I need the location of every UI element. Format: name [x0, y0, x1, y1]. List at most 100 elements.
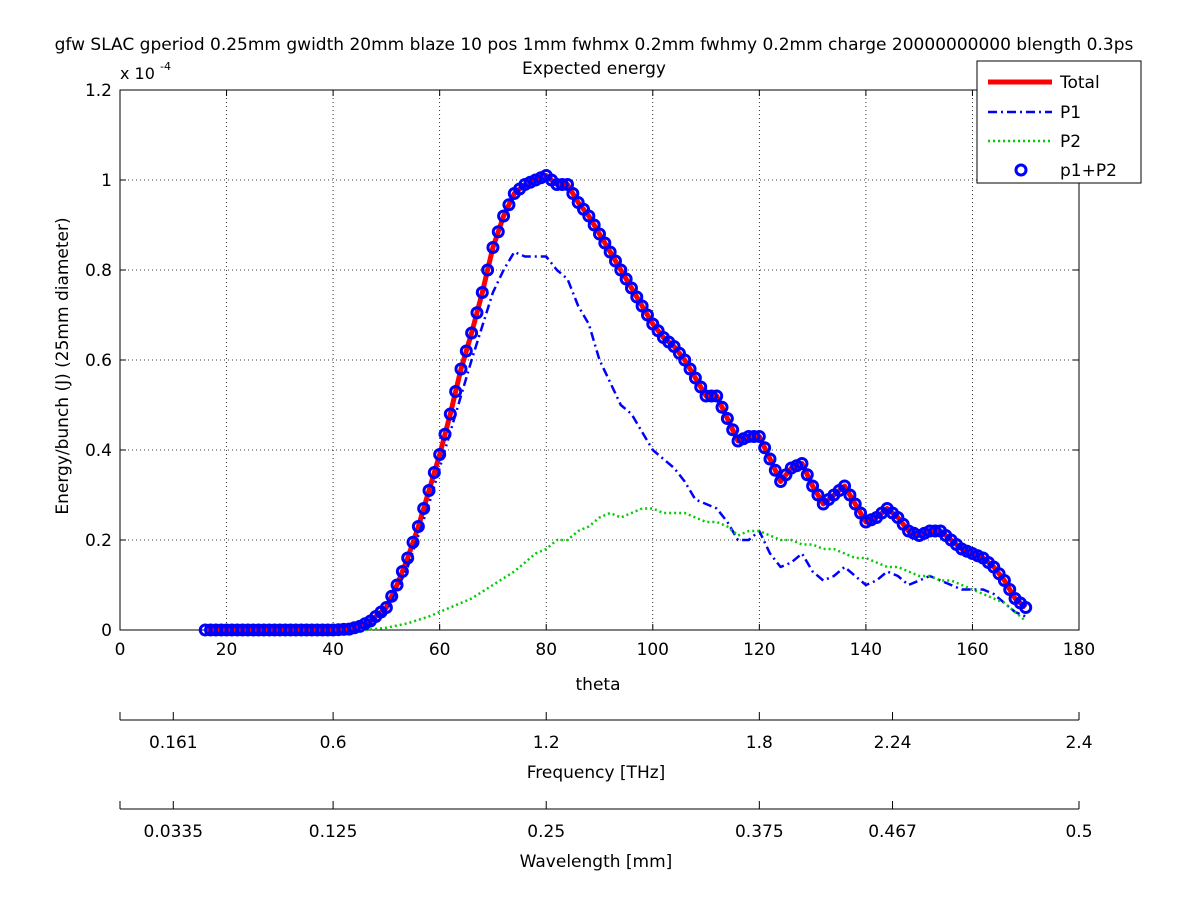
- y-tick-label: 0.2: [85, 531, 112, 551]
- series-p1p2-marker: [806, 479, 820, 493]
- wavelength-axis-tick-label: 0.125: [309, 822, 358, 842]
- series-p1p2-marker: [566, 187, 580, 200]
- y-tick-label: 0: [101, 621, 112, 641]
- series-p1p2-marker: [433, 448, 447, 461]
- x-tick-label: 0: [115, 640, 126, 660]
- wavelength-axis: 0.0335 0.125 0.25 0.375 0.467 0.5: [119, 801, 1093, 842]
- series-p1p2-marker: [614, 263, 628, 277]
- x-tick-label: 120: [743, 640, 775, 660]
- series-p1p2-marker: [843, 488, 857, 502]
- series-p1p2-marker: [710, 389, 724, 403]
- series-p1p2-marker: [438, 427, 452, 441]
- series-p1p2-marker: [619, 272, 633, 286]
- series-p1p2-marker: [720, 412, 734, 425]
- series-p1p2-marker: [1003, 583, 1017, 596]
- x-tick-label: 180: [1063, 640, 1095, 660]
- y-tick-label: 1.2: [85, 81, 112, 101]
- legend-swatch-p1p2: [1014, 163, 1028, 177]
- series-p1p2-marker: [502, 198, 516, 212]
- secondary-axes: 0.161 0.6 1.2 1.8 2.24 2.4 0.0335 0.125 0.25 0.37…: [119, 712, 1093, 842]
- x-axis-label: theta: [576, 675, 621, 695]
- x-tick-label: 40: [322, 640, 344, 660]
- series-p1p2-marker: [561, 178, 575, 191]
- series-p1p2-marker: [854, 506, 868, 520]
- series-p1p2-marker: [694, 380, 708, 394]
- series-p1p2-marker: [768, 463, 782, 477]
- series-p1p2-marker: [758, 441, 772, 455]
- frequency-axis-label: Frequency [THz]: [527, 763, 666, 783]
- y-exponent-base: x 10: [120, 64, 155, 83]
- series-p1p2-marker: [683, 362, 697, 376]
- chart-title: gfw SLAC gperiod 0.25mm gwidth 20mm blaz…: [55, 35, 1134, 55]
- series-p1p2-marker: [470, 306, 484, 320]
- series-p1p2-marker: [795, 457, 809, 470]
- frequency-axis-tick-label: 1.2: [533, 733, 560, 753]
- series-p1p2-marker: [401, 551, 415, 565]
- y-axis-label: Energy/bunch (J) (25mm diameter): [53, 217, 73, 514]
- series-p1p2-marker: [635, 299, 649, 313]
- series-p1p2-marker: [640, 308, 654, 322]
- y-exponent-power: -4: [160, 60, 171, 73]
- series-p1p2-marker: [454, 362, 468, 376]
- legend-label-total: Total: [1059, 73, 1100, 93]
- series-layer: [198, 169, 1033, 637]
- chart-subtitle: Expected energy: [522, 59, 666, 79]
- series-p1p2-marker: [726, 423, 740, 437]
- frequency-axis-tick-label: 0.6: [320, 733, 347, 753]
- wavelength-axis-tick-label: 0.25: [527, 822, 565, 842]
- y-tick-label: 0.6: [85, 351, 112, 371]
- series-p1p2-marker: [678, 353, 692, 367]
- legend-label-p1: P1: [1060, 103, 1081, 123]
- series-p1p2-marker: [497, 209, 511, 223]
- frequency-axis: 0.161 0.6 1.2 1.8 2.24 2.4: [119, 712, 1093, 753]
- series-p1p2-marker: [704, 389, 718, 403]
- x-tick-label: 160: [956, 640, 988, 660]
- frequency-axis-tick-label: 0.161: [149, 733, 198, 753]
- series-p1p2-marker: [390, 578, 404, 592]
- series-p1p2-marker: [603, 245, 617, 259]
- x-tick-label: 20: [216, 640, 238, 660]
- series-p1p2-marker: [486, 241, 500, 254]
- series-p1p2-marker: [459, 344, 473, 358]
- series-p1p2-marker: [608, 254, 622, 268]
- series-p1p2-marker: [928, 524, 942, 538]
- series-p1p2-marker: [848, 497, 862, 511]
- y-tick-label: 0.4: [85, 441, 112, 461]
- legend-label-p1p2: p1+P2: [1060, 161, 1117, 181]
- series-p2-line: [364, 507, 1027, 632]
- series-p1p2-marker: [411, 520, 425, 533]
- frequency-axis-tick-label: 2.4: [1065, 733, 1092, 753]
- series-p1p2-marker: [422, 484, 436, 497]
- series-p1p2-marker: [475, 286, 489, 299]
- wavelength-axis-tick-label: 0.5: [1065, 822, 1092, 842]
- series-p1p2-marker: [763, 452, 777, 466]
- series-p1p2-marker: [417, 502, 431, 515]
- wavelength-axis-tick-label: 0.467: [868, 822, 917, 842]
- frequency-axis-tick-label: 1.8: [746, 733, 773, 753]
- series-p1p2-marker: [811, 488, 825, 502]
- series-p1p2-marker: [624, 281, 638, 295]
- series-p1p2-marker: [1019, 601, 1033, 614]
- series-p1p2-marker: [385, 589, 399, 603]
- x-tick-label: 80: [535, 640, 557, 660]
- series-p1p2-marker: [406, 535, 420, 549]
- series-p1p2-marker: [491, 225, 505, 239]
- series-p1p2-marker: [752, 430, 766, 443]
- wavelength-axis-tick-label: 0.0335: [144, 822, 203, 842]
- series-p1p2-marker: [427, 466, 441, 479]
- y-tick-label: 0.8: [85, 261, 112, 281]
- series-p1p2-marker: [593, 227, 606, 241]
- series-p1p2-marker: [465, 326, 479, 340]
- frequency-axis-tick-label: 2.24: [874, 733, 912, 753]
- series-p1p2-marker: [443, 407, 457, 421]
- legend: Total P1 P2 p1+P2: [976, 60, 1142, 184]
- y-tick-label: 1: [101, 171, 112, 191]
- series-p1p2-marker: [997, 574, 1011, 587]
- axis-ticks: 0 20 40 60 80 100 120 140 160 180 0 0.2 0.4 0.6 0.8 1 1.…: [85, 81, 1095, 660]
- series-p1p2-markers: [198, 169, 1033, 637]
- series-p1p2-marker: [481, 263, 495, 277]
- series-p1-line: [364, 250, 1027, 629]
- wavelength-axis-label: Wavelength [mm]: [520, 852, 673, 872]
- series-p1p2-marker: [715, 400, 729, 414]
- series-p1p2-marker: [395, 565, 409, 578]
